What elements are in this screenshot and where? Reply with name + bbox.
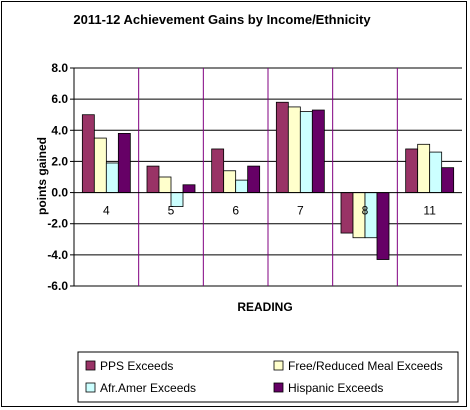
bar-5-1 [158,176,172,193]
legend-swatch-3 [273,382,284,393]
bar-7-0 [275,101,289,193]
bar-11-1 [417,143,431,193]
bar-4-3 [117,132,131,193]
legend-label-3: Hispanic Exceeds [288,381,383,395]
bar-11-2 [429,151,443,193]
axes [70,67,462,287]
bar-5-3 [182,184,196,193]
legend: PPS Exceeds Free/Reduced Meal Exceeds Afr.… [77,351,459,403]
y-tick-label-0: 8.0 [51,61,68,75]
bar-6-0 [211,148,225,193]
gridlines [74,67,462,287]
category-label-4: 4 [103,204,110,218]
category-label-7: 7 [297,204,304,218]
bar-8-0 [340,192,354,234]
y-tick-label-4: 0.0 [51,186,68,200]
y-tick-label-1: 6.0 [51,92,68,106]
bar-5-0 [146,165,160,193]
y-tick-label-3: 2.0 [51,154,68,168]
y-tick-label-5: -2.0 [47,217,68,231]
legend-label-1: Free/Reduced Meal Exceeds [288,359,443,373]
y-tick-label-6: -4.0 [47,248,68,262]
y-tick-label-2: 4.0 [51,123,68,137]
legend-swatch-2 [85,382,96,393]
bar-6-1 [223,170,237,193]
y-tick-label-7: -6.0 [47,279,68,293]
bar-8-3 [376,192,390,260]
category-label-11: 11 [423,204,436,218]
legend-label-2: Afr.Amer Exceeds [100,381,196,395]
bar-7-1 [287,106,301,193]
category-label-6: 6 [232,204,239,218]
y-tick-labels: 8.0 6.0 4.0 2.0 0.0 -2.0 -4.0 -6.0 [47,61,68,293]
bar-11-3 [441,167,455,193]
legend-label-0: PPS Exceeds [100,359,173,373]
bar-7-2 [299,111,313,193]
chart-title: 2011-12 Achievement Gains by Income/Ethn… [73,12,371,27]
category-label-5: 5 [168,204,175,218]
bar-4-1 [93,137,107,193]
x-axis-label: READING [237,300,292,314]
bar-6-3 [247,165,261,193]
bar-4-2 [105,162,119,193]
category-labels: 4 5 6 7 8 11 [103,204,436,218]
legend-box [77,351,459,403]
category-label-8: 8 [362,204,369,218]
y-axis-label: points gained [35,137,49,215]
bar-6-2 [235,179,249,193]
legend-swatch-1 [273,360,284,371]
bar-11-0 [405,148,419,193]
bar-7-3 [311,109,325,193]
bar-4-0 [81,114,95,193]
legend-swatch-0 [85,360,96,371]
